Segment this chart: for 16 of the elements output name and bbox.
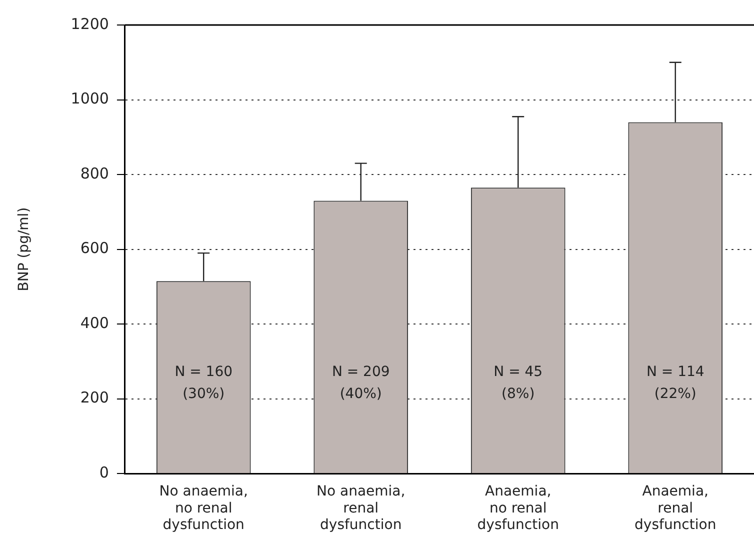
y-tick-label: 800 [80,164,109,182]
y-tick-label: 600 [80,239,109,258]
y-axis-title: BNP (pg/ml) [16,207,32,292]
annotation: N = 45 (8%) [494,364,543,402]
x-tick-label: No anaemia, renal dysfunction [316,484,406,534]
annotation: N = 209 (40%) [332,364,390,402]
x-tick-label: No anaemia, no renal dysfunction [159,484,248,534]
annotation: N = 114 (22%) [646,364,704,402]
y-tick-label: 200 [80,388,109,407]
y-tick-label: 0 [99,463,109,482]
y-tick-label: 1000 [70,90,109,108]
y-tick-label: 1200 [70,14,109,33]
x-tick-label: Anaemia, renal dysfunction [634,484,716,534]
annotation: N = 160 (30%) [174,364,233,402]
y-tick-label: 400 [80,314,109,332]
x-tick-label: Anaemia, no renal dysfunction [477,484,559,534]
